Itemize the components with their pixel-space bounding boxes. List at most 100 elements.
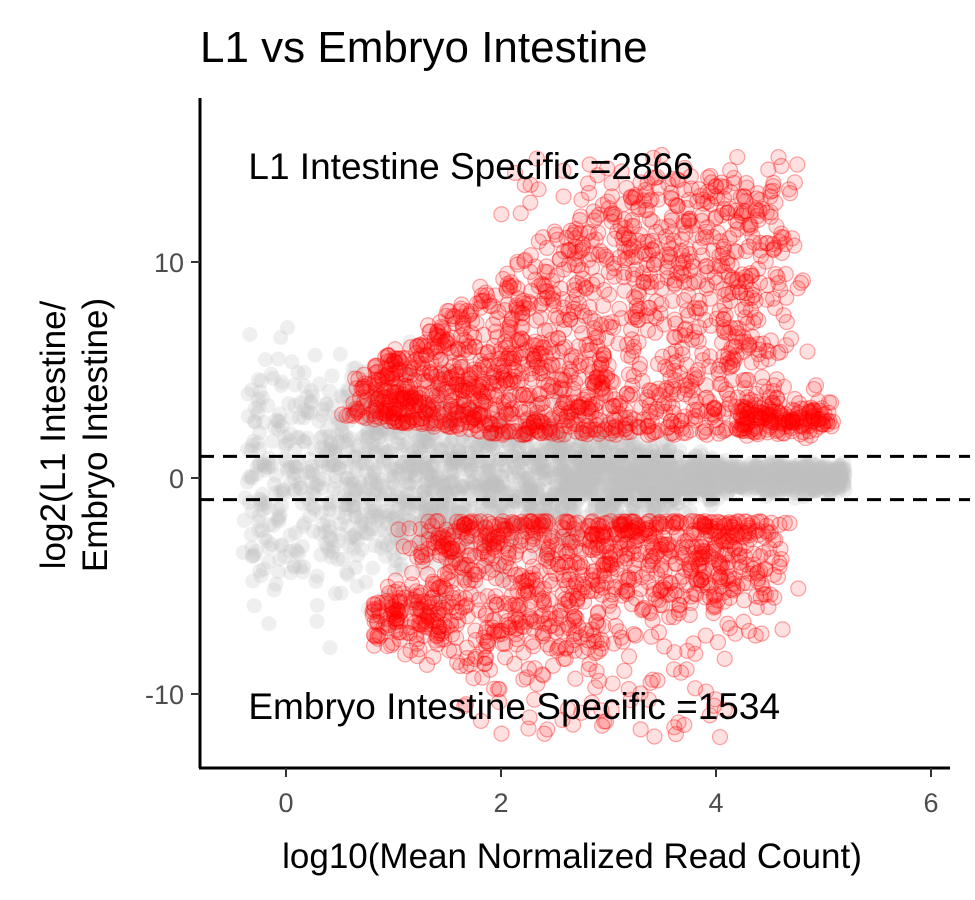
grey-point bbox=[441, 475, 457, 491]
grey-point bbox=[805, 475, 821, 491]
grey-point bbox=[328, 473, 344, 489]
grey-point bbox=[550, 510, 566, 526]
grey-point bbox=[824, 475, 840, 491]
grey-point bbox=[419, 552, 435, 568]
red-point bbox=[774, 621, 791, 638]
grey-point bbox=[698, 483, 714, 499]
grey-point bbox=[439, 485, 455, 501]
grey-point bbox=[702, 466, 718, 482]
grey-point bbox=[747, 479, 763, 495]
grey-point bbox=[680, 476, 696, 492]
grey-point bbox=[602, 427, 618, 443]
grey-point bbox=[719, 471, 735, 487]
grey-point bbox=[445, 416, 461, 432]
grey-point bbox=[559, 486, 575, 502]
grey-point bbox=[754, 469, 770, 485]
grey-point bbox=[696, 480, 712, 496]
grey-point bbox=[546, 479, 562, 495]
grey-point bbox=[345, 541, 361, 557]
grey-point bbox=[624, 475, 640, 491]
grey-point bbox=[522, 478, 538, 494]
grey-point bbox=[803, 472, 819, 488]
red-point bbox=[704, 228, 722, 246]
grey-point bbox=[411, 441, 427, 457]
grey-point bbox=[587, 502, 603, 518]
grey-point bbox=[390, 435, 406, 451]
grey-point bbox=[328, 447, 344, 463]
grey-point bbox=[424, 468, 440, 484]
red-point bbox=[624, 377, 641, 394]
grey-point bbox=[440, 555, 456, 571]
grey-point bbox=[415, 428, 431, 444]
red-point bbox=[390, 521, 407, 538]
grey-point bbox=[388, 530, 404, 546]
red-point bbox=[367, 371, 384, 388]
grey-point bbox=[580, 517, 596, 533]
grey-point bbox=[834, 472, 850, 488]
grey-point bbox=[308, 573, 324, 589]
grey-point bbox=[635, 464, 651, 480]
grey-point bbox=[806, 480, 822, 496]
red-point bbox=[768, 371, 785, 388]
grey-point bbox=[317, 524, 333, 540]
grey-point bbox=[586, 482, 602, 498]
red-point bbox=[773, 157, 790, 175]
grey-point bbox=[735, 474, 751, 490]
red-point bbox=[657, 358, 674, 376]
grey-point bbox=[301, 464, 317, 480]
grey-point bbox=[737, 482, 753, 498]
red-point bbox=[799, 343, 816, 360]
grey-point bbox=[348, 509, 364, 525]
grey-point bbox=[831, 473, 847, 489]
grey-point bbox=[602, 459, 618, 475]
grey-point bbox=[552, 462, 568, 478]
red-point bbox=[786, 237, 803, 254]
grey-point bbox=[525, 483, 541, 499]
grey-point bbox=[811, 470, 827, 486]
grey-point bbox=[724, 475, 740, 491]
grey-point bbox=[812, 463, 828, 479]
grey-point bbox=[309, 613, 325, 629]
grey-point bbox=[573, 458, 589, 474]
grey-point bbox=[385, 522, 401, 538]
grey-point bbox=[536, 514, 552, 530]
red-point bbox=[597, 386, 614, 404]
red-point bbox=[545, 292, 562, 309]
grey-point bbox=[365, 560, 381, 576]
grey-point bbox=[402, 486, 418, 502]
red-point bbox=[657, 403, 674, 421]
grey-point bbox=[494, 486, 510, 502]
grey-point bbox=[615, 512, 631, 528]
red-point bbox=[697, 258, 714, 275]
grey-point bbox=[494, 556, 510, 572]
grey-point bbox=[386, 477, 402, 493]
grey-point bbox=[769, 482, 785, 498]
red-point bbox=[767, 194, 784, 211]
grey-point bbox=[254, 390, 270, 406]
grey-point bbox=[788, 468, 804, 484]
grey-point bbox=[263, 366, 279, 382]
grey-point bbox=[392, 425, 408, 441]
grey-point bbox=[479, 468, 495, 484]
grey-point bbox=[459, 462, 475, 478]
grey-point bbox=[375, 440, 391, 456]
grey-point bbox=[747, 474, 763, 490]
grey-point bbox=[415, 421, 431, 437]
grey-point bbox=[427, 398, 443, 414]
grey-point bbox=[249, 466, 265, 482]
grey-point bbox=[472, 483, 488, 499]
grey-point bbox=[329, 427, 345, 443]
grey-point bbox=[698, 470, 714, 486]
grey-point bbox=[331, 460, 347, 476]
grey-point bbox=[257, 459, 273, 475]
grey-point bbox=[244, 540, 260, 556]
red-point bbox=[534, 229, 552, 246]
grey-point bbox=[410, 459, 426, 475]
grey-point bbox=[428, 526, 444, 542]
grey-point bbox=[546, 432, 562, 448]
red-point bbox=[600, 286, 618, 303]
grey-point bbox=[398, 475, 414, 491]
grey-point bbox=[522, 485, 538, 501]
grey-point bbox=[332, 526, 348, 542]
grey-point bbox=[497, 433, 513, 449]
